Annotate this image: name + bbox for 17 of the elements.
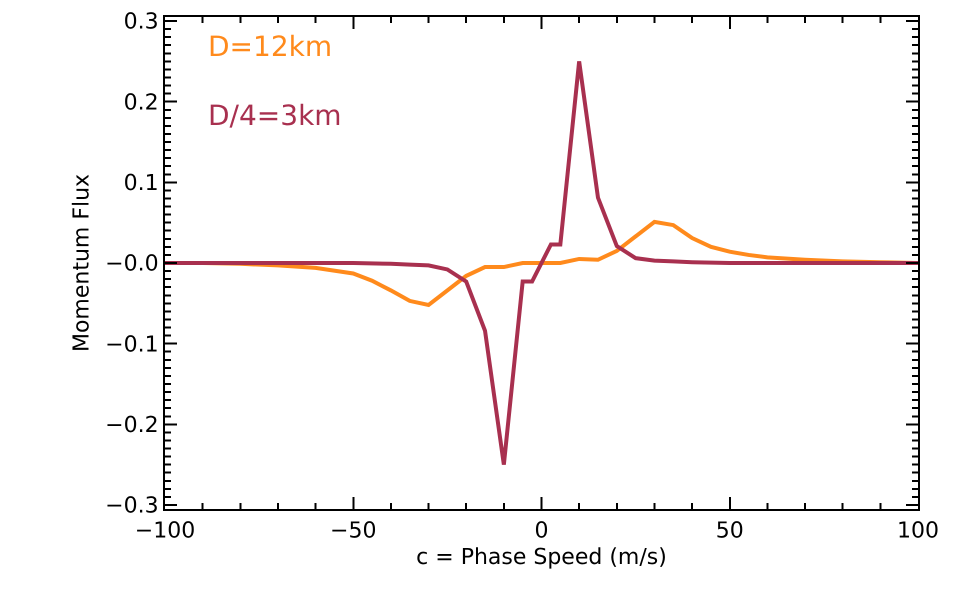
x-axis-title: c = Phase Speed (m/s) (416, 544, 667, 570)
y-tick-label: −0.1 (105, 332, 159, 358)
x-tick-label: −100 (134, 518, 196, 544)
x-tick-label: 50 (716, 518, 744, 544)
x-tick-label: 0 (534, 518, 548, 544)
line-series (165, 59, 918, 467)
y-tick-label: −0.0 (105, 252, 159, 277)
y-tick-label: 0.1 (124, 171, 159, 196)
y-tick-label: 0.3 (124, 10, 159, 35)
text: D=12km (208, 30, 332, 63)
y-tick-label: 0.2 (124, 90, 159, 116)
y-tick-label: −0.3 (105, 494, 159, 519)
x-tick-label: −50 (330, 518, 376, 544)
text: D/4=3km (208, 99, 342, 132)
x-tick-label: 100 (897, 518, 939, 544)
y-axis-title: Momentum Flux (69, 174, 94, 352)
y-tick-label: −0.2 (105, 413, 159, 438)
